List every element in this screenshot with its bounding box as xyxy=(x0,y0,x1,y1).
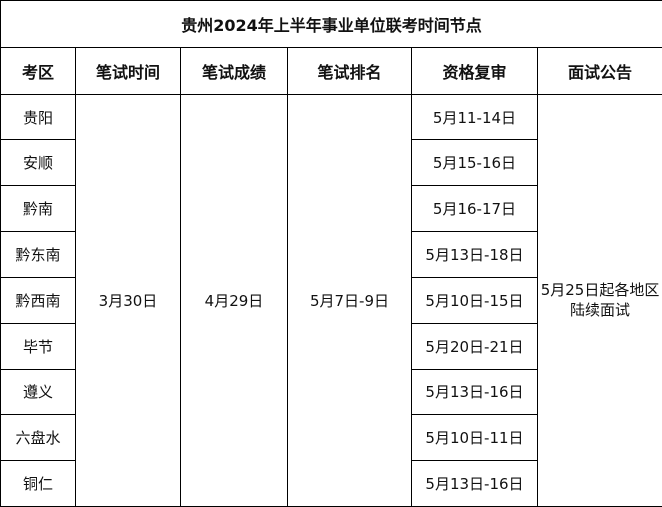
review-cell: 5月13日-16日 xyxy=(411,460,538,507)
header-review: 资格复审 xyxy=(411,46,538,95)
region-cell: 六盘水 xyxy=(0,414,76,462)
table-row: 铜仁 5月13日-16日 xyxy=(0,460,662,507)
interview-notice-cell: 5月25日起各地区 陆续面试 xyxy=(536,93,662,507)
review-cell: 5月20日-21日 xyxy=(411,322,538,370)
exam-date-cell: 3月30日 xyxy=(75,93,181,507)
table-row: 六盘水 5月10日-11日 xyxy=(0,414,662,462)
header-row: 考区 笔试时间 笔试成绩 笔试排名 资格复审 面试公告 xyxy=(0,46,662,95)
table-row: 黔东南 5月13日-18日 xyxy=(0,231,662,278)
region-cell: 毕节 xyxy=(0,322,76,370)
review-cell: 5月13日-16日 xyxy=(411,368,538,416)
table-row: 贵阳 3月30日 4月29日 5月7日-9日 5月11-14日 5月25日起各地… xyxy=(0,93,662,507)
table-row: 黔南 5月16-17日 xyxy=(0,185,662,233)
region-cell: 铜仁 xyxy=(0,460,76,507)
table-row: 安顺 5月15-16日 xyxy=(0,139,662,187)
region-cell: 安顺 xyxy=(0,139,76,187)
header-ranking: 笔试排名 xyxy=(287,46,412,95)
header-exam-date: 笔试时间 xyxy=(75,46,181,95)
region-cell: 黔东南 xyxy=(0,231,76,278)
review-cell: 5月10日-15日 xyxy=(411,276,538,324)
score-date-cell: 4月29日 xyxy=(180,93,288,507)
review-cell: 5月16-17日 xyxy=(411,185,538,233)
table-row: 黔西南 5月10日-15日 xyxy=(0,276,662,324)
header-score: 笔试成绩 xyxy=(180,46,288,95)
region-cell: 黔南 xyxy=(0,185,76,233)
header-interview: 面试公告 xyxy=(536,46,662,95)
table-row: 遵义 5月13日-16日 xyxy=(0,368,662,416)
header-region: 考区 xyxy=(0,46,76,95)
ranking-date-cell: 5月7日-9日 xyxy=(287,93,412,507)
region-cell: 贵阳 xyxy=(0,93,76,141)
interview-line-2: 陆续面试 xyxy=(570,301,631,320)
review-cell: 5月11-14日 xyxy=(411,93,538,141)
interview-line-1: 5月25日起各地区 xyxy=(540,281,660,300)
review-cell: 5月13日-18日 xyxy=(411,231,538,278)
review-cell: 5月10日-11日 xyxy=(411,414,538,462)
review-cell: 5月15-16日 xyxy=(411,139,538,187)
table-row: 毕节 5月20日-21日 xyxy=(0,322,662,370)
table-title: 贵州2024年上半年事业单位联考时间节点 xyxy=(0,0,662,48)
region-cell: 黔西南 xyxy=(0,276,76,324)
region-cell: 遵义 xyxy=(0,368,76,416)
